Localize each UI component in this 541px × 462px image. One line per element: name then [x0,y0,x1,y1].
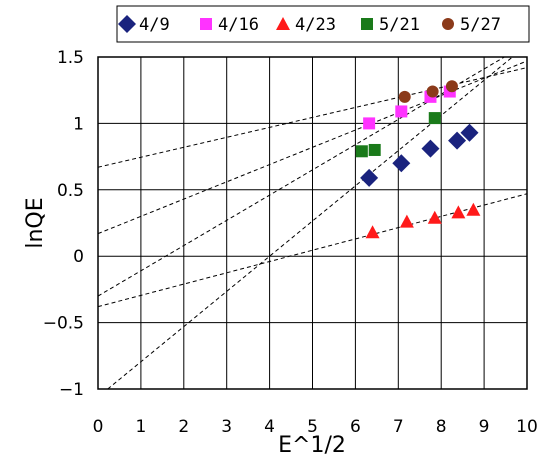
data-point-5-21 [355,145,368,158]
data-point-4-23 [466,202,481,216]
data-point-4-23 [427,210,442,224]
y-tick-label: 0.5 [57,181,84,201]
legend: 4/9 4/16 4/23 5/21 5/27 [118,15,501,35]
x-tick-label: 0 [93,417,104,437]
x-tick-label: 8 [436,417,447,437]
x-axis-title: E^1/2 [278,433,346,458]
x-tick-label: 5 [307,417,318,437]
legend-label-4-16: 4/16 [218,15,259,35]
y-axis-title: lnQE [23,197,48,248]
legend-marker-4-23 [276,17,290,30]
legend-marker-4-16 [200,18,212,30]
x-tick-labels: 0 1 2 3 4 5 6 7 8 9 10 [93,417,538,437]
x-tick-label: 1 [135,417,146,437]
data-point-4-9 [448,131,467,150]
legend-marker-5-27 [442,18,454,30]
plot-area [97,56,528,390]
x-tick-label: 7 [393,417,404,437]
legend-label-5-21: 5/21 [379,15,420,35]
trendline-5-21 [97,56,505,297]
data-point-5-27 [426,85,439,98]
x-tick-label: 4 [264,417,275,437]
data-point-4-9 [360,168,379,187]
data-point-5-21 [368,143,381,156]
data-point-4-16 [363,117,376,130]
data-point-4-23 [365,225,380,239]
data-markers [355,80,481,239]
legend-label-4-23: 4/23 [295,15,336,35]
legend-box [116,5,530,43]
y-tick-label: 0 [73,247,84,267]
data-point-5-27 [398,90,411,103]
y-tick-label: −0.5 [43,314,84,334]
x-tick-label: 6 [350,417,361,437]
data-point-4-23 [451,205,466,219]
legend-label-4-9: 4/9 [139,15,170,35]
data-point-5-21 [428,112,441,125]
trendline-4-9 [107,56,513,390]
data-point-4-16 [395,105,408,118]
trendline-4-23 [97,193,528,308]
x-tick-label: 2 [178,417,189,437]
data-point-4-23 [399,214,414,228]
legend-marker-5-21 [361,18,373,30]
data-point-4-9 [392,154,411,173]
y-tick-labels: 1.5 1 0.5 0 −0.5 −1 [43,48,84,400]
gridlines [98,57,527,389]
x-tick-label: 3 [221,417,232,437]
legend-label-5-27: 5/27 [460,15,501,35]
data-point-5-27 [445,80,458,93]
data-point-4-9 [421,139,440,158]
x-tick-label: 10 [516,417,538,437]
legend-marker-4-9 [118,15,136,33]
y-tick-label: 1.5 [57,48,84,68]
y-tick-label: −1 [59,380,84,400]
x-tick-label: 9 [479,417,490,437]
data-point-4-9 [460,123,479,142]
y-tick-label: 1 [73,114,84,134]
